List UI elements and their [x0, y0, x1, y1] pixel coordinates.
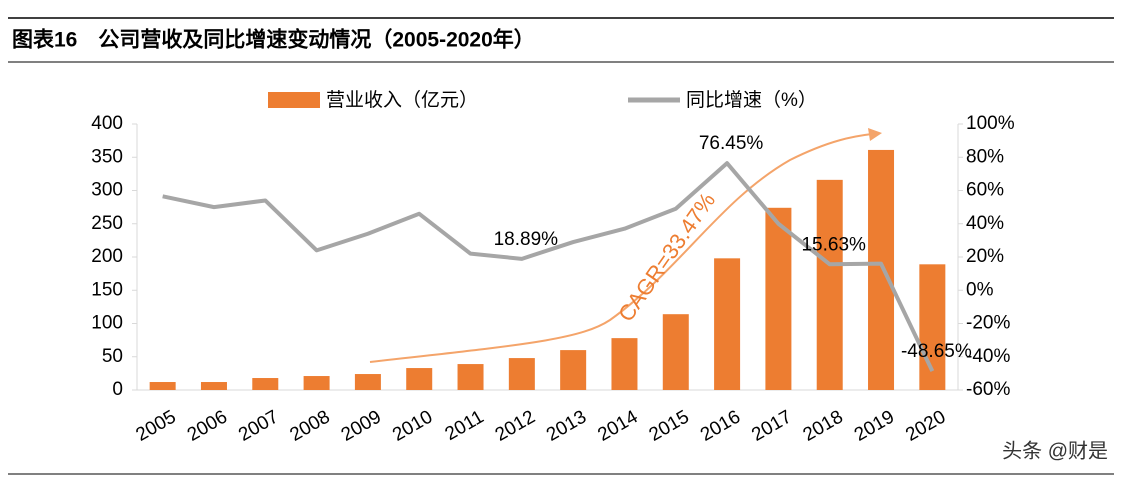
- y-tick-label: 350: [91, 146, 123, 167]
- y-tick-label: 300: [91, 180, 123, 201]
- y2-tick-label: 80%: [966, 146, 1004, 167]
- bar: [149, 382, 176, 390]
- bar: [816, 179, 843, 390]
- bar: [354, 374, 381, 390]
- y-tick-label: 50: [102, 346, 123, 367]
- legend-swatch: [268, 92, 320, 108]
- x-tick-label: 2007: [235, 406, 282, 445]
- y2-tick-label: -60%: [966, 379, 1010, 400]
- x-tick-label: 2006: [184, 406, 231, 445]
- legend-label: 同比增速（%）: [686, 89, 817, 111]
- x-tick-label: 2012: [492, 406, 539, 445]
- x-tick-label: 2018: [800, 406, 847, 445]
- y2-tick-label: -20%: [966, 313, 1010, 334]
- bar: [714, 258, 741, 390]
- x-tick-label: 2013: [543, 406, 590, 445]
- data-label: 76.45%: [699, 133, 764, 154]
- y2-tick-label: 60%: [966, 180, 1004, 201]
- legend-label: 营业收入（亿元）: [326, 89, 478, 111]
- bar: [611, 338, 638, 390]
- bar: [919, 264, 946, 390]
- bar: [303, 376, 330, 390]
- x-tick-label: 2019: [851, 406, 898, 445]
- y2-tick-label: 40%: [966, 213, 1004, 234]
- cagr-label: CAGR=33.47%: [613, 188, 720, 326]
- x-tick-label: 2005: [133, 406, 180, 445]
- bar: [508, 358, 535, 390]
- y-tick-label: 200: [91, 246, 123, 267]
- y2-tick-label: -40%: [966, 346, 1010, 367]
- bar: [200, 382, 227, 390]
- x-tick-label: 2017: [748, 406, 795, 445]
- bar: [406, 368, 433, 390]
- x-tick-label: 2016: [697, 406, 744, 445]
- cagr-arrow: [369, 133, 873, 363]
- chart-title: 图表16 公司营收及同比增速变动情况（2005-2020年）: [12, 28, 535, 52]
- x-tick-label: 2008: [286, 406, 333, 445]
- y2-tick-label: 20%: [966, 246, 1004, 267]
- bar: [252, 378, 279, 390]
- data-label: -48.65%: [901, 341, 972, 362]
- y-tick-label: 250: [91, 213, 123, 234]
- x-tick-label: 2015: [646, 406, 693, 445]
- x-tick-label: 2009: [338, 406, 385, 445]
- watermark: 头条 @财是: [1002, 439, 1108, 462]
- y-tick-label: 100: [91, 313, 123, 334]
- y-tick-label: 0: [112, 379, 123, 400]
- bar: [868, 149, 895, 390]
- y-tick-label: 400: [91, 113, 123, 134]
- y2-tick-label: 0%: [966, 279, 994, 300]
- bar: [560, 350, 587, 390]
- data-label: 18.89%: [494, 229, 559, 250]
- y-tick-label: 150: [91, 279, 123, 300]
- x-tick-label: 2010: [389, 406, 436, 445]
- x-tick-label: 2020: [902, 406, 949, 445]
- bar: [765, 207, 792, 390]
- data-label: 15.63%: [801, 234, 866, 255]
- bar: [662, 314, 689, 390]
- line: [162, 161, 935, 372]
- x-tick-label: 2014: [594, 406, 641, 446]
- y2-tick-label: 100%: [966, 113, 1015, 134]
- x-tick-label: 2011: [442, 406, 488, 445]
- cagr-arrowhead: [868, 128, 882, 141]
- bar: [457, 364, 484, 390]
